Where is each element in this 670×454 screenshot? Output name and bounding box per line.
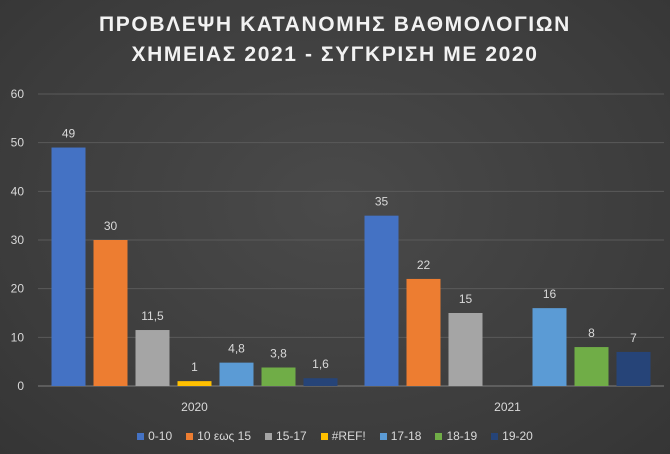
legend-label: 18-19 bbox=[446, 429, 478, 443]
y-tick-label: 10 bbox=[11, 330, 25, 344]
legend-item: 0-10 bbox=[137, 429, 172, 443]
data-label: 3,8 bbox=[270, 347, 287, 361]
legend-swatch bbox=[491, 432, 499, 440]
chart-title-line-1: ΠΡΟΒΛΕΨΗ ΚΑΤΑΝΟΜΗΣ ΒΑΘΜΟΛΟΓΙΩΝ bbox=[99, 13, 571, 36]
legend-item: 15-17 bbox=[265, 429, 307, 443]
bar bbox=[532, 308, 567, 386]
data-label: 1 bbox=[191, 360, 198, 374]
legend-swatch bbox=[186, 432, 194, 440]
data-label: 30 bbox=[104, 219, 118, 233]
chart-title: ΠΡΟΒΛΕΨΗ ΚΑΤΑΝΟΜΗΣ ΒΑΘΜΟΛΟΓΙΩΝ ΧΗΜΕΙΑΣ 2… bbox=[0, 10, 670, 70]
data-label: 8 bbox=[588, 326, 595, 340]
data-label: 49 bbox=[62, 127, 76, 141]
x-tick-label: 2021 bbox=[494, 400, 521, 414]
legend-label: 10 εως 15 bbox=[197, 429, 252, 443]
bar bbox=[364, 215, 399, 386]
bar bbox=[303, 378, 338, 386]
legend-label: #REF! bbox=[331, 429, 366, 443]
y-tick-label: 20 bbox=[11, 282, 25, 296]
legend-swatch bbox=[137, 432, 145, 440]
legend: 0-10 10 εως 15 15-17 #REF! 17-18 18-19 19-20 bbox=[0, 429, 670, 443]
bar bbox=[93, 240, 128, 386]
data-label: 22 bbox=[417, 258, 431, 272]
x-tick-label: 2020 bbox=[181, 400, 208, 414]
bar bbox=[51, 147, 86, 386]
legend-swatch bbox=[435, 432, 443, 440]
data-label: 16 bbox=[543, 287, 557, 301]
legend-label: 0-10 bbox=[148, 429, 173, 443]
y-tick-label: 40 bbox=[11, 184, 25, 198]
bar bbox=[177, 381, 212, 386]
y-tick-label: 0 bbox=[17, 379, 24, 393]
data-label: 4,8 bbox=[228, 342, 245, 356]
legend-swatch bbox=[265, 432, 273, 440]
bar bbox=[448, 313, 483, 386]
bar bbox=[574, 347, 609, 386]
legend-item: #REF! bbox=[320, 429, 366, 443]
data-label: 15 bbox=[459, 292, 473, 306]
bar bbox=[616, 351, 651, 386]
bar bbox=[406, 278, 441, 386]
y-tick-label: 60 bbox=[11, 87, 25, 101]
legend-label: 19-20 bbox=[502, 429, 533, 443]
y-tick-label: 30 bbox=[11, 233, 25, 247]
legend-item: 10 εως 15 bbox=[186, 429, 251, 443]
y-tick-label: 50 bbox=[11, 136, 25, 150]
legend-label: 15-17 bbox=[276, 429, 307, 443]
chart-title-line-2: ΧΗΜΕΙΑΣ 2021 - ΣΥΓΚΡΙΣΗ ΜΕ 2020 bbox=[131, 43, 539, 66]
data-label: 35 bbox=[375, 195, 389, 209]
bar bbox=[261, 367, 296, 386]
legend-label: 17-18 bbox=[390, 429, 422, 443]
bar bbox=[219, 362, 254, 386]
legend-swatch bbox=[320, 432, 328, 440]
data-label: 1,6 bbox=[312, 357, 329, 371]
bar bbox=[135, 330, 170, 386]
data-label: 11,5 bbox=[141, 309, 164, 323]
data-label: 7 bbox=[630, 331, 637, 345]
legend-item: 17-18 bbox=[379, 429, 422, 443]
legend-item: 18-19 bbox=[435, 429, 477, 443]
legend-swatch bbox=[379, 432, 387, 440]
legend-item: 19-20 bbox=[491, 429, 533, 443]
